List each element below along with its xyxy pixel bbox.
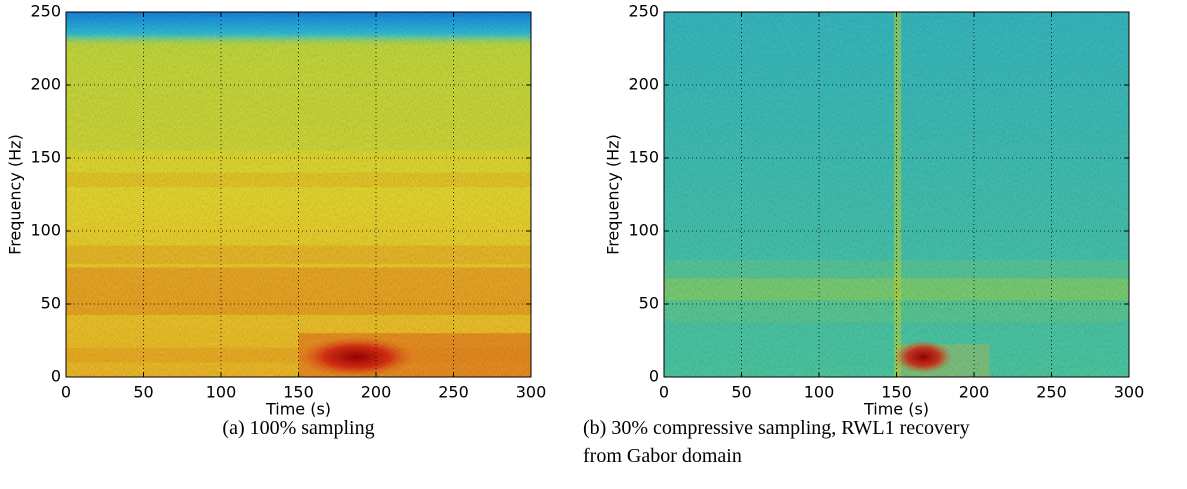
y-tick-label: 150 (628, 148, 659, 167)
spectrogram-image (664, 12, 1129, 377)
y-axis-label: Frequency (Hz) (604, 134, 623, 255)
axes-frame (663, 11, 1130, 378)
spectrogram: 0 50 100 150 200 250 300 0 50 100 150 200 250 Time (s… (604, 2, 1145, 419)
x-tick-label: 100 (804, 383, 835, 402)
y-tick-label: 50 (41, 294, 61, 313)
x-tick-label: 50 (133, 383, 153, 402)
y-tick-label: 50 (639, 294, 659, 313)
noise (664, 12, 1129, 377)
caption: (a) 100% sampling (222, 417, 375, 439)
y-tick-label: 0 (649, 367, 659, 386)
y-tick-label: 150 (30, 148, 61, 167)
spectrogram-image (66, 12, 531, 377)
y-tick-label: 200 (30, 75, 61, 94)
x-tick-label: 300 (516, 383, 547, 402)
x-tick-label: 200 (959, 383, 990, 402)
x-tick-label: 50 (731, 383, 751, 402)
y-tick-label: 0 (51, 367, 61, 386)
y-tick-label: 100 (30, 221, 61, 240)
x-tick-label: 250 (438, 383, 469, 402)
y-axis-label: Frequency (Hz) (6, 134, 25, 255)
x-tick-label: 250 (1036, 383, 1067, 402)
x-tick-label: 100 (206, 383, 237, 402)
y-tick-label: 200 (628, 75, 659, 94)
x-tick-label: 300 (1114, 383, 1145, 402)
x-tick-label: 0 (61, 383, 71, 402)
y-tick-label: 250 (628, 2, 659, 21)
x-tick-label: 150 (881, 383, 912, 402)
x-axis-label: Time (s) (863, 400, 929, 419)
noise (66, 12, 531, 377)
y-tick-label: 100 (628, 221, 659, 240)
x-tick-label: 0 (659, 383, 669, 402)
caption: (b) 30% compressive sampling, RWL1 recov… (583, 417, 970, 467)
y-tick-label: 250 (30, 2, 61, 21)
x-tick-label: 150 (283, 383, 314, 402)
x-tick-label: 200 (361, 383, 392, 402)
axes-frame (65, 11, 532, 378)
x-axis-label: Time (s) (265, 400, 331, 419)
spectrogram: 0 50 100 150 200 250 300 0 50 100 150 200 250 Time (s… (6, 2, 547, 419)
